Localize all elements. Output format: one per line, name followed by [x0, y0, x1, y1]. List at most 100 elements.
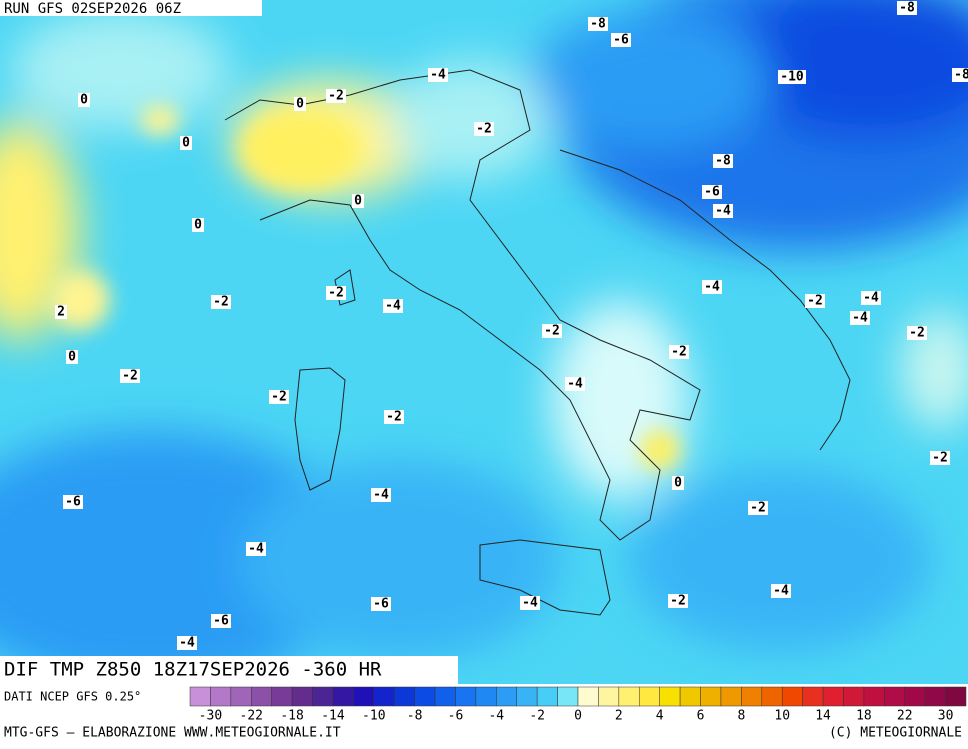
colorbar-label: 22: [897, 709, 913, 724]
footer-right: (C) METEOGIORNALE: [829, 726, 962, 741]
colorbar-label: 2: [615, 709, 623, 724]
colorbar-swatch: [496, 686, 517, 707]
colorbar-label: 30: [938, 709, 954, 724]
colorbar-swatch: [741, 686, 763, 707]
contour-label-bg: [211, 614, 231, 628]
colorbar-swatch: [536, 686, 558, 707]
contour-label: -4: [863, 291, 879, 306]
colorbar-swatch: [353, 686, 375, 707]
colorbar-label: 6: [697, 709, 705, 724]
colorbar-swatch: [210, 686, 232, 707]
contour-label: -4: [179, 636, 195, 651]
colorbar-label: -10: [362, 709, 385, 724]
contour-label-bg: [702, 280, 722, 294]
contour-label: 0: [194, 218, 202, 233]
contour-label-bg: [294, 97, 306, 111]
contour-label-bg: [269, 390, 289, 404]
colorbar-label: -22: [240, 709, 263, 724]
contour-label: -2: [271, 390, 287, 405]
colorbar-swatch: [434, 686, 456, 707]
colorbar-swatch: [639, 686, 660, 707]
contour-label-bg: [474, 122, 494, 136]
contour-label: -6: [65, 495, 81, 510]
colorbar-swatch: [189, 686, 211, 707]
colorbar-label: -30: [199, 709, 222, 724]
contour-label-bg: [78, 93, 90, 107]
contour-label: -2: [328, 89, 344, 104]
contour-label-bg: [588, 17, 608, 31]
contour-label: -2: [807, 294, 823, 309]
contour-label: -8: [899, 1, 915, 16]
colorbar-swatch: [557, 686, 579, 707]
colorbar-label: 8: [737, 709, 745, 724]
contour-label: 0: [296, 97, 304, 112]
contour-label: -2: [386, 410, 402, 425]
contour-label: -2: [122, 369, 138, 384]
footer-left: MTG-GFS – ELABORAZIONE WWW.METEOGIORNALE…: [4, 726, 341, 741]
contour-label: -8: [954, 68, 968, 83]
contour-label-bg: [805, 294, 825, 308]
colorbar-swatch: [802, 686, 824, 707]
colorbar-swatch: [230, 686, 252, 707]
colorbar: -30 -22 -18 -14 -10 -8 -6 -4 -2 0 2 4 6 8 10 14 18 22 30: [189, 686, 967, 724]
colorbar-label: 18: [856, 709, 872, 724]
colorbar-label: 14: [815, 709, 831, 724]
contour-label-bg: [63, 495, 83, 509]
colorbar-swatch: [781, 686, 803, 707]
temperature-field: [0, 0, 968, 690]
map-title: DIF TMP Z850 18Z17SEP2026 -360 HR: [4, 659, 382, 681]
contour-label: -6: [213, 614, 229, 629]
contour-label-bg: [177, 636, 197, 650]
colorbar-label: -6: [448, 709, 464, 724]
contour-label-bg: [371, 597, 391, 611]
contour-label-bg: [897, 1, 917, 15]
contour-label-bg: [66, 350, 78, 364]
header-box: [0, 0, 262, 16]
contour-label: -2: [671, 345, 687, 360]
contour-label: -4: [715, 204, 731, 219]
colorbar-swatch: [863, 686, 885, 707]
contour-label-bg: [611, 33, 631, 47]
contour-label: -2: [213, 295, 229, 310]
contour-label: -4: [430, 68, 446, 83]
colorbar-swatch: [904, 686, 926, 707]
contour-label-bg: [326, 89, 346, 103]
colorbar-swatch: [414, 686, 436, 707]
colorbar-swatch: [271, 686, 293, 707]
contour-label: -6: [704, 185, 720, 200]
contour-label-bg: [565, 377, 585, 391]
colorbar-swatch: [822, 686, 844, 707]
contour-label-bg: [713, 154, 733, 168]
contour-label-bg: [326, 286, 346, 300]
colorbar-swatch: [455, 686, 477, 707]
contour-label-bg: [383, 299, 403, 313]
contour-label: -4: [373, 488, 389, 503]
contour-label: -2: [750, 501, 766, 516]
contour-label: 2: [57, 305, 65, 320]
colorbar-swatch: [700, 686, 722, 707]
colorbar-swatch: [475, 686, 497, 707]
contour-label-bg: [120, 369, 140, 383]
colorbar-swatch: [843, 686, 865, 707]
contour-label-bg: [352, 194, 364, 208]
colorbar-swatch: [884, 686, 905, 707]
contour-label-bg: [428, 68, 448, 82]
colorbar-label: -2: [529, 709, 545, 724]
colorbar-swatch: [312, 686, 334, 707]
colorbar-swatch: [679, 686, 701, 707]
contour-label: -2: [909, 326, 925, 341]
contour-label-bg: [180, 136, 192, 150]
contour-label: -4: [852, 311, 868, 326]
colorbar-swatch: [761, 686, 783, 707]
contour-label: -4: [522, 596, 538, 611]
contour-label-bg: [55, 305, 67, 319]
contour-label: -6: [373, 597, 389, 612]
contour-label: -8: [590, 17, 606, 32]
colorbar-swatch: [618, 686, 640, 707]
contour-label: 0: [182, 136, 190, 151]
contour-label-bg: [771, 584, 791, 598]
contour-label-bg: [861, 291, 881, 305]
contour-label-bg: [668, 594, 688, 608]
contour-label: -4: [773, 584, 789, 599]
